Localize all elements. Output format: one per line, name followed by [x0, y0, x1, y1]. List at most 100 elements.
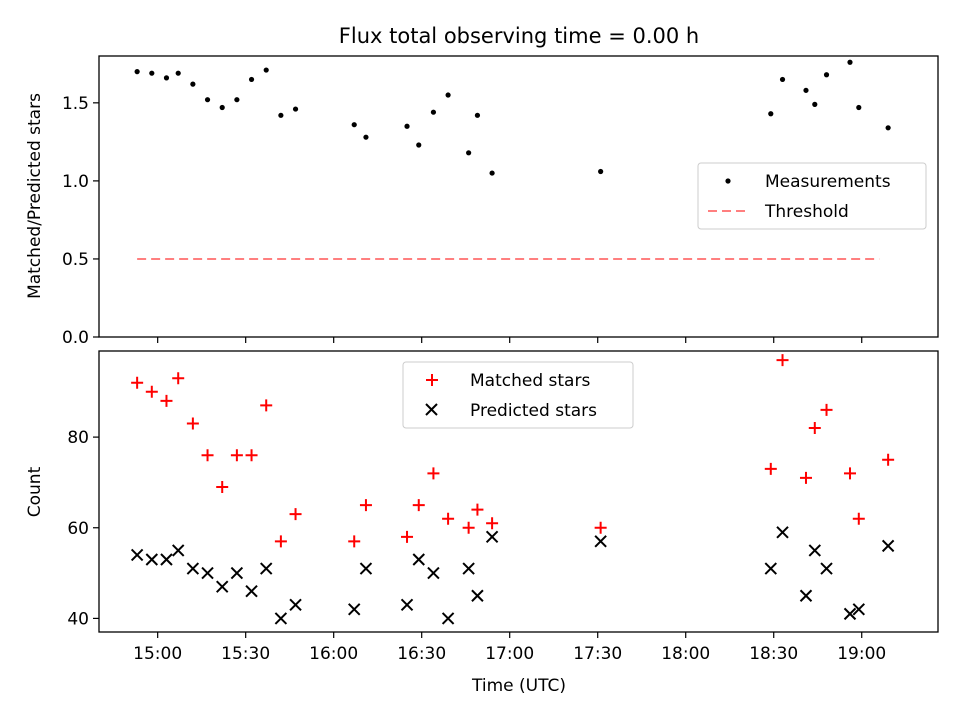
x-axis-label: Time (UTC): [471, 676, 566, 696]
matched-stars-point: [131, 376, 144, 389]
measurements-point: [363, 134, 369, 140]
legend-label-predicted: Predicted stars: [470, 401, 597, 421]
measurements-point: [823, 72, 830, 78]
predicted-stars-point: [799, 589, 813, 602]
predicted-stars-point: [348, 603, 361, 616]
predicted-stars-point: [201, 566, 214, 580]
matched-stars-point: [145, 385, 158, 398]
matched-stars-point: [594, 521, 607, 534]
matched-stars-point: [186, 417, 199, 430]
count-y-tick-label: 60: [67, 519, 89, 539]
ratio-y-tick-label: 0.0: [62, 328, 89, 348]
measurements-point: [292, 106, 299, 112]
matched-stars-point: [289, 508, 302, 521]
predicted-stars-point: [485, 530, 499, 544]
measurements-point: [351, 122, 357, 128]
measurements-point: [175, 70, 181, 76]
matched-stars-point: [216, 480, 229, 493]
predicted-stars-point: [230, 566, 244, 580]
measurements-point: [856, 104, 862, 111]
matched-stars-point: [882, 453, 895, 466]
count-y-tick-label: 40: [67, 609, 89, 629]
predicted-stars-point: [441, 612, 455, 625]
ratio-panel: 0.0 0.5 1.0 1.5 Matched/Predicted stars Mea…: [25, 55, 939, 348]
matched-stars-point: [442, 512, 455, 525]
count-x-tick-label: 15:30: [221, 644, 270, 664]
predicted-stars-point: [776, 526, 789, 539]
measurements-point: [278, 112, 284, 118]
predicted-stars-point: [462, 562, 475, 575]
matched-stars-point: [160, 394, 173, 407]
count-panel-frame: [98, 350, 939, 633]
ratio-y-tick-label: 1.5: [62, 94, 89, 114]
count-x-tick-label: 18:00: [661, 644, 710, 664]
predicted-stars-point: [471, 589, 484, 602]
measurements-point: [598, 168, 604, 175]
predicted-stars-point: [359, 562, 373, 575]
predicted-stars-point: [843, 607, 857, 621]
matched-stars-point: [852, 512, 865, 525]
ratio-y-axis-label: Matched/Predicted stars: [25, 93, 45, 299]
count-x-tick-label: 17:00: [485, 644, 534, 664]
matched-stars-point: [843, 467, 856, 480]
predicted-stars-point: [160, 553, 173, 566]
measurements-point: [234, 97, 240, 103]
ratio-legend: Measurements Threshold: [697, 162, 927, 230]
matched-stars-point: [412, 499, 425, 512]
ratio-y-tick-label: 1.0: [62, 172, 89, 192]
matched-stars-point: [172, 372, 185, 385]
measurements-point: [812, 101, 818, 107]
measurements-point: [404, 123, 410, 129]
measurements-point: [219, 104, 225, 111]
predicted-stars-point: [427, 566, 440, 580]
predicted-stars-point: [852, 603, 866, 616]
legend-marker-matched: [426, 374, 438, 386]
measurements-point: [204, 97, 211, 103]
matched-stars-point: [808, 422, 821, 435]
measurements-point: [416, 142, 422, 148]
measurements-point: [885, 125, 891, 131]
predicted-stars-point: [594, 535, 607, 548]
matched-stars-point: [359, 499, 372, 512]
measurements-point: [149, 70, 155, 76]
predicted-stars-point: [186, 562, 200, 575]
ratio-y-tick-label: 0.5: [62, 250, 89, 270]
legend-label-matched: Matched stars: [470, 371, 590, 391]
chart-title: Flux total observing time = 0.00 h: [339, 24, 699, 48]
measurements-point: [803, 87, 809, 93]
matched-stars-point: [427, 467, 440, 480]
legend-marker-predicted: [425, 403, 438, 416]
predicted-stars-point: [820, 562, 833, 575]
count-x-tick-label: 18:30: [749, 644, 798, 664]
legend-label-threshold: Threshold: [764, 202, 849, 222]
ratio-panel-frame: [98, 55, 939, 338]
count-panel: 15:00 15:30 16:00 16:30 17:00 17:30 18:00 18:30…: [25, 350, 939, 664]
measurements-point: [779, 76, 786, 83]
predicted-stars-point: [145, 553, 159, 566]
predicted-stars-point: [808, 544, 821, 557]
predicted-stars-point: [400, 598, 414, 612]
measurements-point: [466, 150, 472, 156]
matched-stars-point: [776, 354, 789, 367]
predicted-stars-point: [260, 562, 273, 575]
measurements-point: [248, 76, 255, 83]
measurements-point: [190, 81, 196, 87]
predicted-stars-point: [171, 544, 185, 557]
matched-stars-point: [201, 449, 214, 462]
matched-stars-point: [799, 471, 812, 484]
measurements-point: [489, 170, 495, 176]
count-legend-box: [402, 361, 634, 429]
matched-stars-point: [462, 521, 475, 534]
measurements-point: [430, 109, 437, 115]
predicted-stars-point: [245, 585, 258, 598]
matched-stars-point: [820, 403, 833, 416]
measurements-point: [163, 75, 170, 81]
measurements-point: [847, 59, 853, 65]
predicted-stars-point: [412, 553, 425, 566]
ratio-legend-box: [697, 162, 927, 230]
predicted-stars-point: [130, 548, 144, 562]
count-y-tick-label: 80: [67, 428, 89, 448]
matched-stars-point: [348, 535, 361, 548]
measurements-point: [445, 92, 451, 98]
